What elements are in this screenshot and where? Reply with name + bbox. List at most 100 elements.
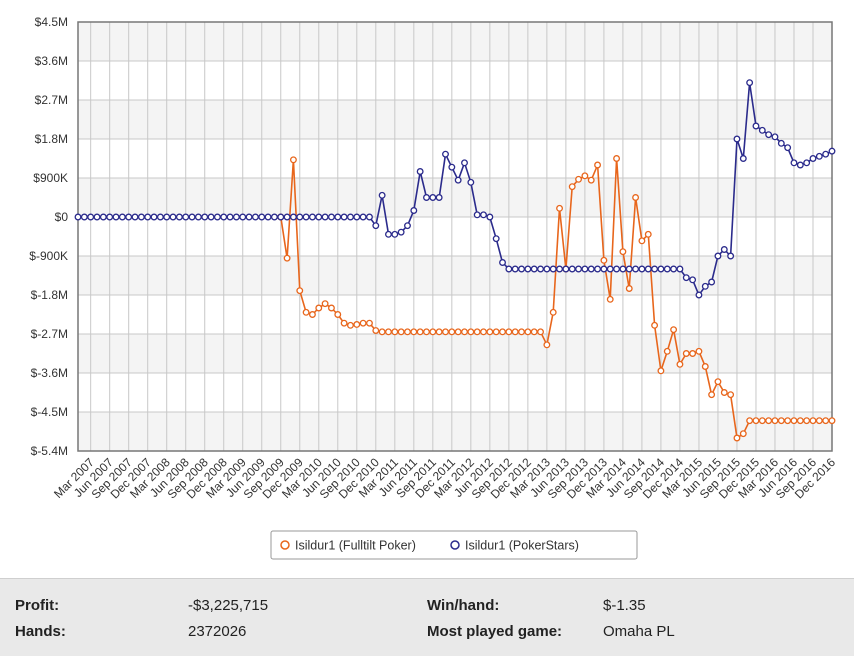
series-1-point: [777, 417, 785, 425]
series-1-point: [594, 161, 602, 169]
series-2-point: [777, 139, 785, 147]
series-1-point: [423, 328, 430, 336]
series-1-point: [302, 308, 310, 316]
legend-label-2: Isildur1 (PokerStars): [465, 539, 579, 553]
plot-band: [78, 22, 832, 61]
series-2-point: [442, 150, 449, 158]
series-1-point: [727, 391, 735, 399]
series-1-point: [701, 363, 709, 370]
series-2-point: [727, 252, 735, 260]
hands-label: Hands:: [15, 623, 66, 640]
series-1-point: [682, 350, 690, 357]
series-2-point: [524, 265, 532, 273]
y-tick-label: $1.8M: [35, 132, 68, 146]
series-1-point: [644, 230, 652, 238]
series-1-point: [372, 327, 380, 334]
series-2-point: [765, 131, 773, 139]
series-1-point: [442, 328, 449, 336]
series-line-1: [280, 158, 832, 440]
series-1-point: [359, 319, 367, 327]
series-2-point: [397, 228, 405, 236]
series-2-point: [156, 213, 164, 221]
series-2-point: [416, 168, 424, 175]
series-2-point: [638, 265, 646, 273]
series-2-point: [429, 194, 437, 201]
series-1-point: [625, 285, 633, 292]
series-1-point: [283, 254, 291, 262]
series-2-point: [682, 274, 690, 282]
series-2-point: [815, 152, 823, 160]
series-1-point: [720, 389, 728, 396]
series-2-point: [258, 213, 266, 221]
series-2-point: [644, 265, 652, 273]
series-2-point: [701, 282, 709, 290]
series-2-point: [366, 213, 373, 221]
series-1-point: [784, 417, 792, 425]
series-1-point: [499, 328, 506, 336]
most-played-game-label: Most played game:: [427, 623, 563, 640]
series-1-point: [340, 319, 348, 327]
chart: $4.5M $3.6M $2.7M $1.8M $900K $0 $-900K $-1.8M $…: [29, 15, 838, 560]
profit-value: -$3,225,715: [188, 597, 269, 614]
series-2-point: [543, 265, 551, 273]
series-1-point: [828, 417, 836, 425]
series-1-point: [410, 328, 418, 336]
series-2-point: [175, 213, 183, 221]
series-2-point: [632, 265, 640, 273]
win-hand-label: Win/hand:: [427, 597, 500, 614]
plot-band: [78, 100, 832, 139]
y-tick-label: $-5.4M: [31, 444, 68, 458]
legend-marker-2: [450, 540, 460, 550]
series-2-point: [758, 126, 766, 134]
series-2-point: [220, 213, 228, 221]
stats-row-1: Profit: -$3,225,715 Win/hand: $-1.35: [0, 597, 854, 623]
series-1-point: [638, 237, 646, 245]
series-2-point: [613, 265, 621, 273]
series-2-point: [739, 155, 747, 162]
series-1-point: [803, 417, 811, 425]
series-1-point: [556, 204, 563, 212]
series-1-point: [689, 350, 697, 357]
series-2-point: [733, 135, 741, 143]
series-2-point: [594, 265, 602, 273]
series-2-point: [809, 155, 817, 162]
hands-value: 2372026: [188, 623, 247, 640]
y-tick-label: $3.6M: [35, 54, 68, 68]
series-2-point: [80, 213, 88, 221]
series-2-point: [99, 213, 107, 221]
plot-band: [78, 373, 832, 412]
series-1-point: [676, 360, 684, 368]
plot-band: [78, 139, 832, 178]
series-2-point: [423, 194, 430, 201]
legend-marker-1: [280, 540, 290, 550]
plot-band: [78, 412, 832, 451]
series-2-point: [562, 265, 570, 273]
series-1-point: [511, 328, 519, 336]
series-2-point: [803, 159, 811, 167]
series-2-point: [308, 213, 316, 221]
series-2-point: [315, 213, 323, 221]
series-2-point: [385, 230, 392, 238]
series-2-point: [321, 213, 329, 221]
series-2-point: [201, 213, 209, 221]
series-2-point: [340, 213, 348, 221]
series-1-point: [492, 328, 500, 336]
series-2-point: [518, 265, 525, 273]
series-2-point: [480, 211, 487, 219]
series-1-point: [815, 417, 823, 425]
series-2-point: [537, 265, 544, 273]
series-2-point: [486, 213, 494, 221]
series-2-point: [169, 213, 177, 221]
series-2-point: [131, 213, 139, 221]
chart-svg: $4.5M $3.6M $2.7M $1.8M $900K $0 $-900K $-1.8M $…: [29, 15, 838, 560]
series-2-point: [822, 150, 830, 158]
plot-band: [78, 217, 832, 256]
series-2-point: [245, 213, 253, 221]
series-2-point: [670, 265, 678, 273]
series-2-point: [695, 291, 703, 299]
y-tick-label: $0: [55, 210, 69, 224]
series-1-point: [315, 304, 323, 312]
series-2-point: [391, 230, 399, 238]
series-1-point: [790, 417, 798, 425]
series-1-point: [587, 176, 595, 184]
